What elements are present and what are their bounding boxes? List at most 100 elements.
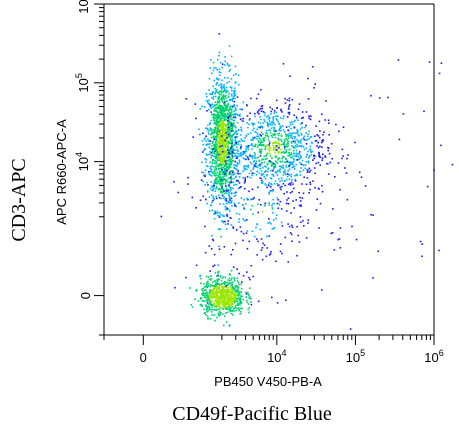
event-dot [274, 156, 277, 159]
event-dot [243, 208, 246, 211]
event-dot [212, 141, 214, 144]
event-dot [221, 115, 223, 117]
event-dot [221, 109, 223, 112]
event-dot [228, 298, 230, 301]
event-dot [227, 95, 230, 97]
event-dot [251, 204, 253, 207]
event-dot [232, 130, 235, 133]
event-dot [302, 192, 305, 195]
event-dot [272, 211, 274, 214]
event-dot [270, 161, 273, 163]
event-dot [308, 162, 310, 164]
event-dot [194, 298, 196, 301]
event-dot [220, 279, 223, 282]
event-dot [217, 154, 219, 156]
event-dot [214, 146, 217, 148]
event-dot [227, 167, 230, 169]
event-dot [302, 169, 305, 172]
event-dot [222, 101, 224, 103]
event-dot [210, 113, 213, 116]
event-dot [222, 152, 225, 155]
event-dot [321, 289, 323, 291]
event-dot [224, 185, 227, 187]
event-dot [234, 296, 236, 298]
event-dot [224, 300, 226, 303]
event-dot [203, 308, 205, 311]
event-dot [236, 298, 238, 300]
event-dot [223, 108, 226, 110]
event-dot [315, 140, 318, 142]
event-dot [300, 138, 302, 141]
event-dot [210, 107, 213, 109]
event-dot [301, 197, 304, 199]
event-dot [320, 141, 323, 144]
event-dot [328, 122, 330, 124]
event-dot [218, 106, 221, 109]
event-dot [226, 283, 229, 286]
event-dot [229, 190, 231, 192]
event-dot [212, 197, 215, 199]
event-dot [210, 279, 212, 281]
event-dot [287, 142, 289, 145]
event-dot [438, 72, 441, 75]
event-dot [308, 155, 311, 157]
event-dot [223, 171, 225, 173]
event-dot [239, 298, 241, 301]
event-dot [215, 88, 218, 91]
event-dot [308, 137, 310, 140]
event-dot [256, 238, 258, 240]
event-dot [282, 125, 284, 127]
event-dot [298, 135, 300, 137]
event-dot [221, 296, 223, 298]
event-dot [218, 248, 221, 250]
event-dot [231, 155, 234, 157]
event-dot [227, 117, 230, 119]
event-dot [230, 55, 233, 58]
event-dot [255, 97, 258, 100]
event-dot [260, 149, 262, 152]
event-dot [451, 163, 454, 166]
event-dot [310, 136, 313, 138]
event-dot [199, 133, 201, 136]
event-dot [216, 151, 218, 154]
event-dot [218, 84, 220, 87]
event-dot [229, 86, 232, 88]
event-dot [292, 200, 294, 202]
event-dot [233, 119, 236, 122]
event-dot [282, 151, 285, 153]
event-dot [288, 107, 290, 110]
event-dot [284, 169, 286, 171]
event-dot [221, 293, 224, 295]
event-dot [260, 238, 263, 240]
event-dot [330, 143, 333, 145]
event-dot [272, 163, 275, 166]
event-dot [217, 120, 219, 123]
event-dot [222, 324, 225, 327]
event-dot [249, 296, 251, 298]
event-dot [200, 297, 203, 299]
event-dot [214, 166, 217, 168]
event-dot [210, 165, 212, 168]
event-dot [225, 119, 227, 121]
event-dot [206, 202, 208, 205]
event-dot [271, 157, 273, 159]
event-dot [217, 274, 219, 277]
event-dot [261, 182, 263, 185]
event-dot [205, 93, 208, 95]
event-dot [216, 147, 219, 149]
event-dot [252, 275, 254, 278]
event-dot [270, 223, 272, 225]
event-dot [214, 212, 217, 215]
event-dot [299, 140, 302, 143]
event-dot [231, 292, 233, 295]
event-dot [268, 160, 271, 162]
event-dot [240, 291, 243, 293]
event-dot [221, 194, 224, 197]
event-dot [318, 153, 320, 155]
event-dot [299, 200, 302, 202]
event-dot [256, 170, 258, 173]
event-dot [275, 111, 277, 114]
event-dot [232, 105, 234, 108]
event-dot [195, 264, 198, 267]
event-dot [208, 133, 210, 135]
